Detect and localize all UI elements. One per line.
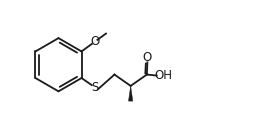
Text: O: O — [90, 35, 99, 48]
Text: O: O — [143, 51, 152, 64]
Text: OH: OH — [155, 69, 173, 82]
Text: S: S — [91, 81, 98, 94]
Polygon shape — [129, 86, 133, 101]
